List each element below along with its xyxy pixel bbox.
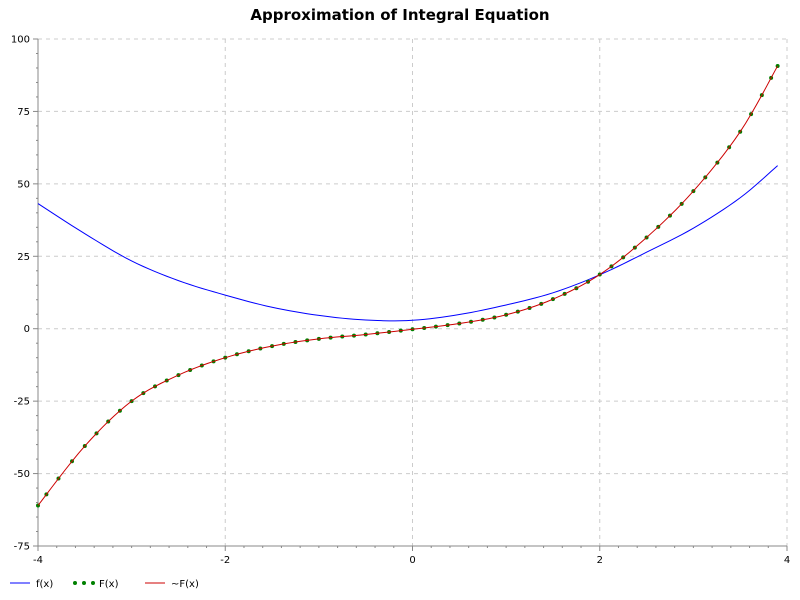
series-dots-f-x [36, 63, 780, 508]
x-tick-label: 2 [597, 555, 603, 566]
x-tick-label: -2 [220, 555, 230, 566]
x-tick-label: 4 [784, 555, 790, 566]
legend-swatch-dot [73, 581, 77, 585]
legend-label: ~F(x) [171, 579, 199, 590]
y-tick-label: 75 [17, 107, 30, 118]
y-tick-label: 50 [17, 179, 30, 190]
axes: -4 -2 0 2 4 -75 -50 -25 0 25 50 75 100 [11, 35, 790, 567]
chart-title: Approximation of Integral Equation [250, 6, 549, 24]
x-tick-label: -4 [33, 555, 43, 566]
legend-label: f(x) [36, 579, 53, 590]
y-tick-label: -50 [14, 469, 30, 480]
y-tick-label: 100 [11, 35, 30, 46]
x-tick-label: 0 [409, 555, 415, 566]
series-line-f-x-0 [37, 165, 778, 322]
legend-swatch-dot [82, 581, 86, 585]
legend: f(x) F(x) ~F(x) [10, 579, 199, 590]
legend-label: F(x) [99, 579, 119, 590]
grid-lines [37, 38, 788, 547]
y-tick-label: 25 [17, 252, 30, 263]
y-tick-label: -25 [14, 397, 30, 408]
series-layer [36, 63, 780, 508]
y-tick-label: -75 [14, 542, 30, 553]
y-tick-label: 0 [24, 324, 30, 335]
series-line-f-x-2 [37, 65, 779, 506]
legend-swatch-dot [91, 581, 95, 585]
